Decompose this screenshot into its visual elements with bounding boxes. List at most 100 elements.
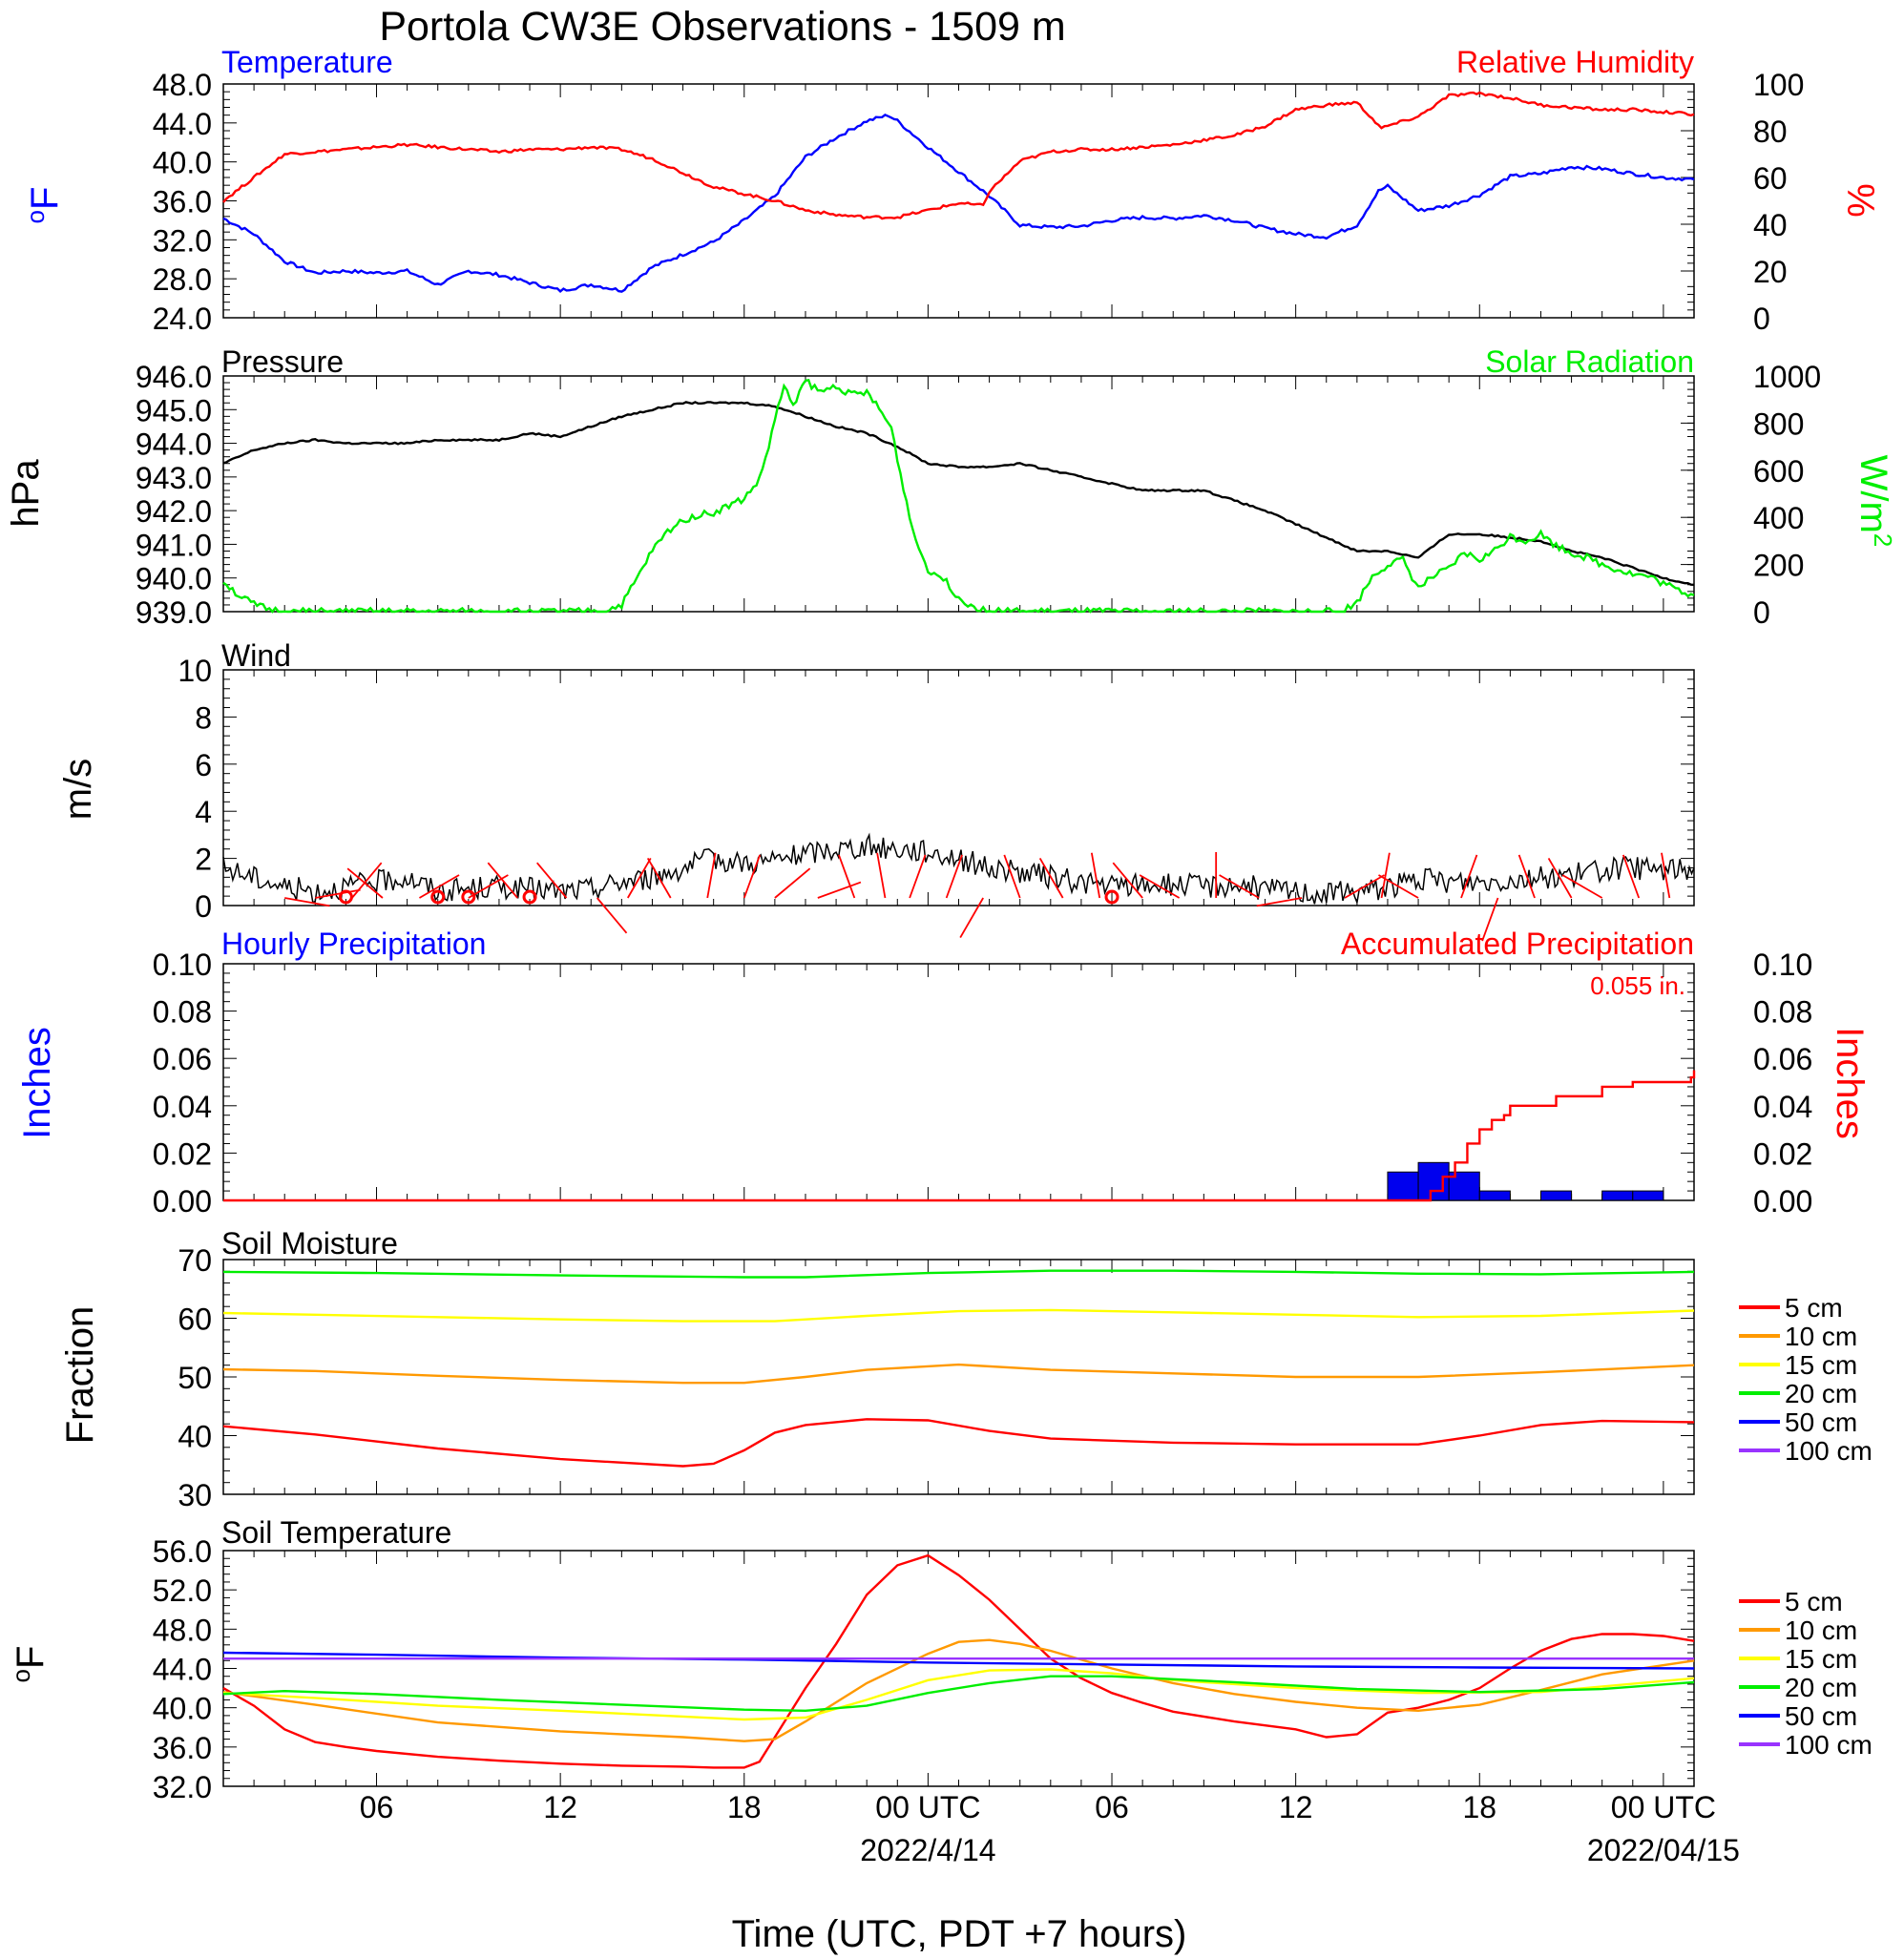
wind-barb — [945, 854, 963, 899]
y-tick-label: 944.0 — [136, 427, 212, 462]
y-tick-label: 2 — [195, 843, 212, 877]
accum-precip-axis-label: Inches — [1829, 1027, 1871, 1139]
y-tick-label-right: 400 — [1753, 501, 1804, 535]
legend-label: 20 cm — [1785, 1673, 1857, 1702]
plot-frame: 946.0945.0944.0943.0942.0941.0940.0939.0… — [136, 360, 1821, 630]
legend-label: 5 cm — [1785, 1293, 1843, 1323]
y-tick-label: 939.0 — [136, 595, 212, 630]
y-tick-label: 56.0 — [153, 1534, 212, 1569]
legend-label: 20 cm — [1785, 1379, 1857, 1408]
wind-barb — [646, 857, 672, 899]
soil-temperature-panel: Soil Temperature oF 56.0 52.0 48.0 44.0 40.0… — [7, 1515, 1873, 1804]
pressure-solar-panel: Pressure Solar Radiation hPa W/m2 946.09… — [5, 344, 1897, 630]
y-tick-label: 40.0 — [153, 146, 212, 180]
calm-wind-marker — [461, 889, 476, 905]
y-tick-label: 8 — [195, 700, 212, 735]
wind-barb — [1139, 874, 1181, 899]
precipitation-panel: Hourly Precipitation Accumulated Precipi… — [16, 927, 1871, 1219]
legend-label: 15 cm — [1785, 1644, 1857, 1674]
plot-frame: 48.0 44.0 40.0 36.0 32.0 28.0 24.0 100 80 60 40 20 0 — [153, 68, 1805, 336]
soil-moisture-title: Soil Moisture — [221, 1226, 398, 1261]
wind-barb — [487, 862, 518, 899]
wind-barb — [1038, 857, 1064, 899]
y-tick-label: 30 — [178, 1478, 212, 1512]
y-tick-label-right: 0 — [1753, 302, 1770, 336]
calm-wind-marker — [338, 889, 353, 905]
y-tick-label: 32.0 — [153, 223, 212, 258]
y-tick-label: 0.08 — [153, 995, 212, 1030]
wind-barb — [1460, 854, 1478, 899]
plot-frame: 56.0 52.0 48.0 44.0 40.0 36.0 32.0 — [153, 1534, 1695, 1804]
accum-total-annotation: 0.055 in. — [1590, 971, 1685, 1000]
x-axis: 06 12 18 00 UTC 2022/4/14 06 12 18 00 UTC 2022/04… — [360, 1790, 1740, 1867]
y-tick-label: 50 — [178, 1361, 212, 1395]
wind-barb — [838, 854, 856, 899]
y-tick-label-right: 0.06 — [1753, 1042, 1812, 1076]
y-tick-label: 10 — [178, 654, 212, 688]
wind-barb — [1661, 852, 1671, 899]
y-tick-label: 28.0 — [153, 262, 212, 297]
y-tick-label: 940.0 — [136, 562, 212, 596]
figure-title: Portola CW3E Observations - 1509 m — [379, 4, 1065, 50]
wind-barb — [596, 897, 628, 934]
plot-border — [222, 963, 1695, 1201]
y-tick-label: 6 — [195, 748, 212, 782]
legend-label: 100 cm — [1785, 1436, 1873, 1466]
x-date-label: 2022/04/15 — [1587, 1833, 1740, 1867]
soil-temp-axis-label: oF — [7, 1646, 52, 1683]
wind-barb — [536, 862, 568, 899]
y-tick-label: 44.0 — [153, 1653, 212, 1687]
wind-barb — [315, 888, 361, 899]
wind-barb — [351, 862, 383, 899]
series-line-5-cm — [222, 1418, 1695, 1468]
y-tick-label: 60 — [178, 1303, 212, 1337]
legend-label: 5 cm — [1785, 1587, 1843, 1616]
series-line-relative-humidity — [222, 91, 1695, 220]
x-tick-label: 00 UTC — [1611, 1790, 1716, 1824]
wind-barb — [909, 854, 927, 899]
legend-label: 100 cm — [1785, 1730, 1873, 1760]
wind-barb — [1517, 854, 1536, 899]
y-tick-label: 0.00 — [153, 1184, 212, 1219]
x-tick-label: 12 — [543, 1790, 577, 1824]
series-line-solar-radiation — [222, 378, 1695, 614]
series-line-15-cm — [222, 1668, 1695, 1721]
x-axis-label: Time (UTC, PDT +7 hours) — [732, 1913, 1187, 1955]
solar-radiation-title: Solar Radiation — [1485, 344, 1694, 379]
y-tick-label: 32.0 — [153, 1770, 212, 1804]
hourly-precip-axis-label: Inches — [16, 1027, 58, 1139]
hourly-precip-bar — [1539, 1190, 1573, 1201]
wind-barb — [1344, 874, 1386, 899]
wind-barb — [706, 852, 717, 899]
wind-barb — [1547, 857, 1573, 899]
wind-barb — [1622, 854, 1641, 899]
y-tick-label: 942.0 — [136, 494, 212, 529]
wind-barb — [774, 867, 811, 899]
wind-barb — [1090, 852, 1101, 899]
hourly-precip-bar — [1632, 1190, 1664, 1201]
relative-humidity-title: Relative Humidity — [1456, 45, 1694, 79]
x-tick-label: 12 — [1279, 1790, 1313, 1824]
pressure-axis-label: hPa — [5, 459, 47, 528]
series-line-50-cm — [222, 1651, 1695, 1670]
y-tick-label: 36.0 — [153, 185, 212, 219]
y-tick-label: 36.0 — [153, 1731, 212, 1765]
pressure-title: Pressure — [221, 344, 344, 379]
wind-barb — [743, 854, 762, 899]
series-line-20-cm — [222, 1269, 1695, 1279]
y-tick-label-right: 800 — [1753, 406, 1804, 441]
x-tick-label: 06 — [1095, 1790, 1129, 1824]
y-tick-label: 24.0 — [153, 302, 212, 336]
wind-barb — [1380, 852, 1391, 899]
humidity-axis-label: % — [1839, 183, 1881, 218]
wind-barb — [817, 881, 862, 899]
wind-barb — [284, 897, 330, 907]
y-tick-label: 943.0 — [136, 461, 212, 495]
soil-temperature-title: Soil Temperature — [221, 1515, 451, 1550]
y-tick-label-right: 80 — [1753, 115, 1788, 149]
y-tick-label-right: 100 — [1753, 68, 1804, 102]
wind-axis-label: m/s — [57, 759, 99, 820]
wind-barb — [1256, 897, 1303, 907]
series-line-temperature — [222, 114, 1695, 294]
